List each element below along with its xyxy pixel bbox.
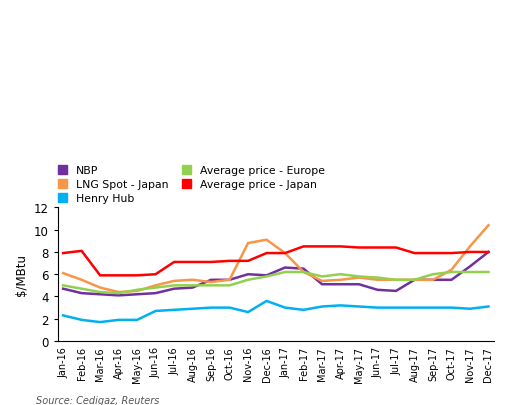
- Legend: NBP, LNG Spot - Japan, Henry Hub, Average price - Europe, Average price - Japan: NBP, LNG Spot - Japan, Henry Hub, Averag…: [58, 165, 325, 203]
- Text: Source: Cedigaz, Reuters: Source: Cedigaz, Reuters: [36, 395, 159, 405]
- Y-axis label: $/MBtu: $/MBtu: [15, 254, 28, 296]
